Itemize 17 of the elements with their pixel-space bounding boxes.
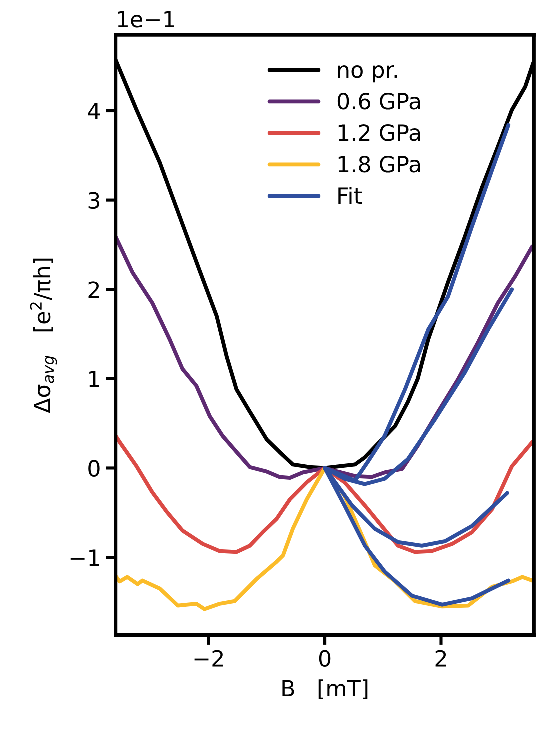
x-axis-title: B [mT] [282,680,368,700]
legend-label: 1.2 GPa [338,124,420,142]
y-tick-label: 1 [90,371,100,388]
text: Δσ$_{avg}$ [e$^{2}$/πh] [30,258,58,414]
text: 1e−1 [118,11,174,28]
y-tick-label: 4 [88,103,100,120]
y-tick-label: 3 [88,192,100,210]
legend-label: Fit [338,187,362,204]
x-tick-label: 2 [436,650,446,667]
x-tick-label: −2 [194,650,223,667]
legend-label: 0.6 GPa [338,92,420,110]
legend-label: no pr. [338,66,398,83]
y-tick-label: 2 [88,282,100,298]
legend-label: 1.8 GPa [338,156,420,173]
y-tick-label: 0 [88,460,100,477]
y-tick-label: −1 [70,550,100,566]
x-tick-label: 0 [319,650,331,668]
